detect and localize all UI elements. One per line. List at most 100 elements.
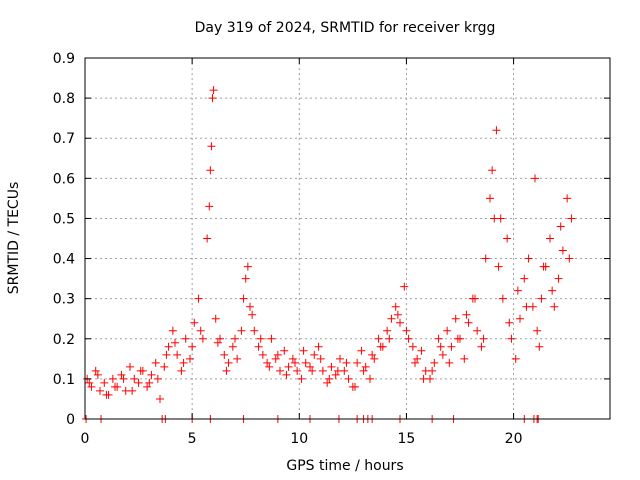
data-point [531,174,539,183]
data-point [383,326,392,335]
data-point [284,362,293,371]
data-point [408,342,417,351]
data-point [233,354,242,363]
data-point [558,246,567,255]
data-point [434,334,443,343]
data-point [385,334,394,343]
data-point [209,86,218,95]
axis-ticks: 0 0.1 0.2 0.3 0.4 0.5 0.6 0.7 0.8 0.9 0 5 10 15 20 [53,51,610,447]
data-point [198,334,207,343]
plot-frame [84,57,611,420]
data-point [237,326,246,335]
data-point [177,366,186,375]
data-point [486,194,494,203]
data-point [479,334,488,343]
data-point [404,334,413,343]
data-point [130,374,139,383]
data-point [492,126,501,135]
data-point [520,274,529,283]
data-point [498,294,507,303]
data-point [207,142,216,151]
data-point [246,302,254,311]
chart-title: Day 319 of 2024, SRMTID for receiver krg… [195,20,496,36]
data-point [453,334,462,343]
data-point [314,342,323,351]
y-tick-label: 0.4 [53,252,75,268]
data-point [153,374,162,383]
data-point [546,234,554,243]
data-point [220,350,229,359]
data-point [91,366,100,375]
data-point [522,302,531,311]
data-point [318,366,327,375]
data-point [344,374,353,383]
data-point [471,294,479,303]
data-point [179,358,188,367]
data-point [310,350,319,359]
data-point [213,338,222,347]
data-point [411,358,419,367]
data-point [100,378,109,387]
data-point [117,370,126,379]
data-point [87,382,96,391]
data-point [366,374,374,383]
data-point [351,382,359,391]
data-point [188,342,197,351]
data-point [85,378,94,387]
y-tick-label: 0.6 [53,171,75,187]
data-point [464,318,473,327]
x-tick-label: 5 [188,431,197,447]
data-point [288,354,297,363]
data-point [145,378,154,387]
data-point [417,346,426,355]
y-tick-label: 0.2 [53,332,75,348]
data-point [216,334,224,343]
data-point [93,370,102,379]
data-point [147,370,156,379]
x-axis-label: GPS time / hours [286,458,403,474]
data-point [556,222,565,231]
data-point [308,366,317,375]
data-point [102,390,111,399]
data-point [108,374,117,383]
data-point [164,342,173,351]
data-point [370,354,379,363]
data-point [297,374,306,383]
y-tick-label: 0 [66,412,75,428]
data-point [488,166,497,175]
data-point [554,274,563,283]
data-point [391,302,400,311]
data-point [243,262,252,271]
data-point [460,354,469,363]
data-point [443,326,452,335]
data-point [228,342,237,351]
data-point [231,334,239,343]
data-point [481,254,490,263]
x-tick-label: 20 [505,431,523,447]
data-point [316,354,325,363]
y-tick-label: 0.8 [53,91,75,107]
x-tick-label: 10 [290,431,308,447]
data-point [387,314,396,323]
data-point [258,350,267,359]
data-point [331,370,340,379]
data-point [263,358,272,367]
data-point [265,362,274,371]
data-point [323,378,332,387]
data-point [119,374,128,383]
data-point [173,350,182,359]
data-point [143,382,152,391]
data-point [494,262,503,271]
data-point [194,294,203,303]
data-point [393,310,402,319]
data-point [126,362,134,371]
data-point [548,286,557,295]
data-point [539,262,548,271]
data-point [477,342,486,351]
data-point [359,366,368,375]
data-point [248,310,257,319]
data-point [160,362,169,371]
y-tick-label: 0.3 [53,292,75,308]
data-point [361,362,370,371]
